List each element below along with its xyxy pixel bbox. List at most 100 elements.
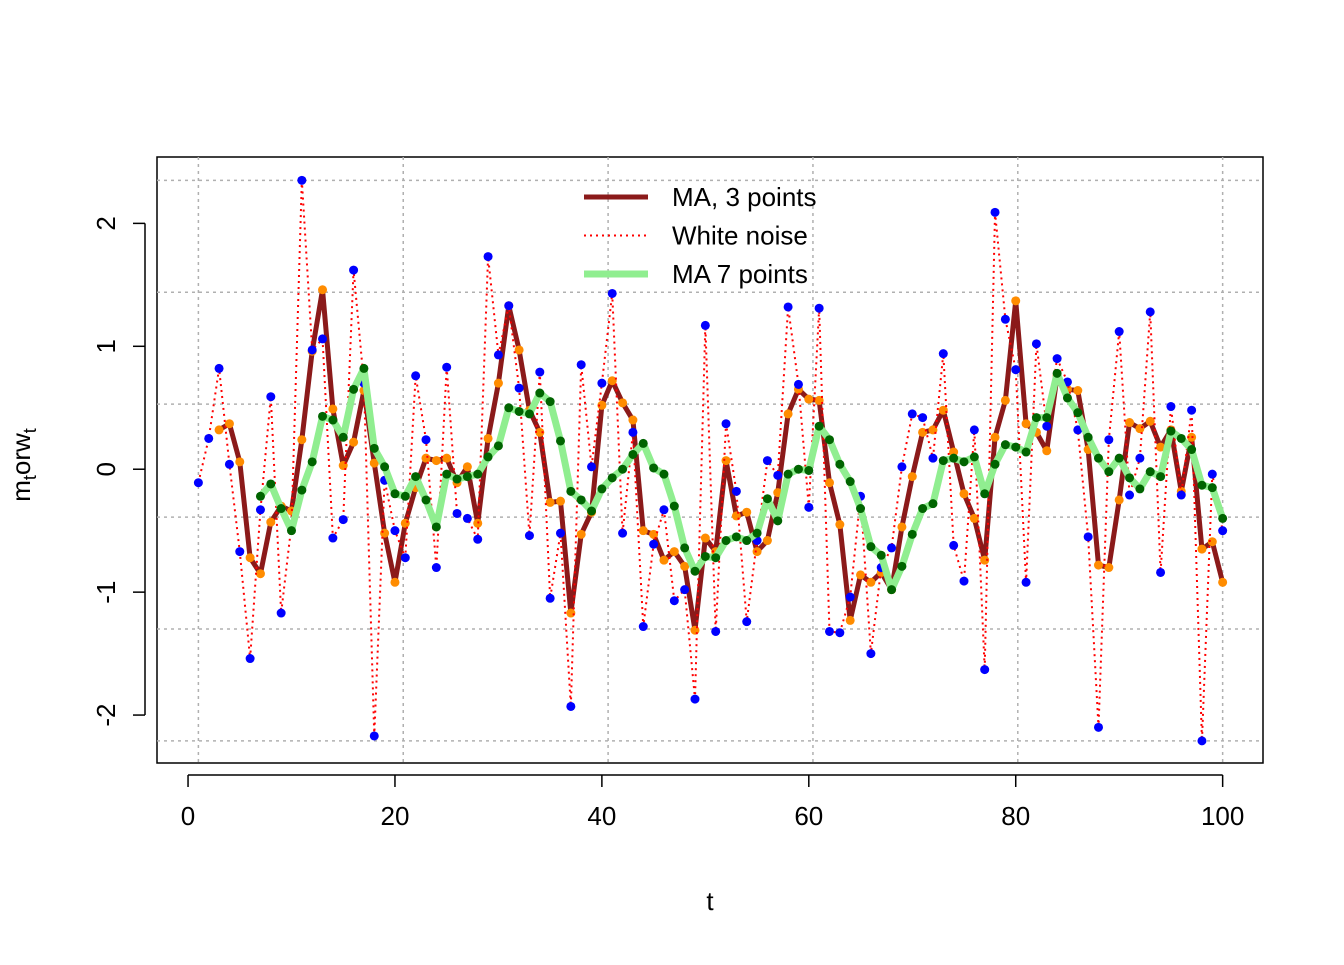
data-point	[545, 497, 555, 507]
data-point	[359, 363, 369, 373]
data-point	[535, 367, 545, 377]
data-point	[307, 457, 317, 467]
data-point	[887, 543, 897, 553]
data-point	[1093, 453, 1103, 463]
data-point	[462, 472, 472, 482]
data-point	[555, 496, 565, 506]
data-point	[1176, 433, 1186, 443]
data-point	[897, 561, 907, 571]
y-tick-label: 2	[91, 216, 121, 230]
data-point	[245, 553, 255, 563]
data-point	[276, 608, 286, 618]
data-point	[390, 526, 400, 536]
data-point	[493, 378, 503, 388]
data-point	[473, 534, 483, 544]
data-point	[742, 536, 752, 546]
data-point	[483, 452, 493, 462]
data-point	[607, 376, 617, 386]
x-tick-label: 60	[794, 801, 823, 831]
series-line	[217, 287, 1226, 633]
data-point	[349, 384, 359, 394]
data-point	[814, 303, 824, 313]
data-point	[224, 419, 234, 429]
data-point	[700, 320, 710, 330]
data-point	[1187, 445, 1197, 455]
data-point	[421, 435, 431, 445]
data-point	[421, 453, 431, 463]
data-point	[856, 504, 866, 514]
data-point	[193, 478, 203, 488]
data-point	[286, 526, 296, 536]
data-point	[1011, 365, 1021, 375]
data-point	[628, 415, 638, 425]
data-point	[752, 528, 762, 538]
y-label-part: m	[6, 480, 36, 502]
data-point	[1073, 408, 1083, 418]
data-point	[380, 528, 390, 538]
data-point	[938, 456, 948, 466]
data-point	[535, 388, 545, 398]
data-point	[524, 409, 534, 419]
data-point	[742, 617, 752, 627]
data-point	[1104, 467, 1114, 477]
data-point	[1073, 386, 1083, 396]
data-point	[866, 542, 876, 552]
data-point	[255, 491, 265, 501]
data-point	[680, 561, 690, 571]
data-point	[1052, 354, 1062, 364]
data-point	[1218, 577, 1228, 587]
data-point	[1125, 473, 1135, 483]
data-point	[349, 437, 359, 447]
data-point	[1166, 426, 1176, 436]
data-point	[659, 505, 669, 515]
data-point	[628, 427, 638, 437]
data-point	[731, 486, 741, 496]
data-point	[297, 485, 307, 495]
data-point	[814, 421, 824, 431]
data-point	[566, 701, 576, 711]
data-point	[1000, 395, 1010, 405]
data-point	[918, 427, 928, 437]
data-point	[1145, 307, 1155, 317]
data-point	[762, 536, 772, 546]
data-point	[949, 453, 959, 463]
data-point	[887, 585, 897, 595]
y-tick-label: 1	[91, 339, 121, 353]
data-point	[1062, 393, 1072, 403]
series-line	[197, 179, 1224, 742]
data-point	[1073, 425, 1083, 435]
data-point	[845, 615, 855, 625]
data-point	[969, 513, 979, 523]
data-point	[669, 596, 679, 606]
data-point	[255, 505, 265, 515]
data-point	[1093, 560, 1103, 570]
data-point	[1011, 442, 1021, 452]
plot-marks	[193, 175, 1228, 746]
data-point	[866, 577, 876, 587]
y-tick-label: -2	[91, 703, 121, 726]
data-point	[369, 443, 379, 453]
y-tick-label: 0	[91, 462, 121, 476]
y-tick-label: -1	[91, 581, 121, 604]
axes: 0 20 40 60 80 100 -2 -1 0 1 2	[91, 216, 1244, 831]
data-point	[255, 569, 265, 579]
data-point	[266, 479, 276, 489]
data-point	[266, 517, 276, 527]
data-point	[607, 288, 617, 298]
data-point	[214, 425, 224, 435]
data-point	[483, 433, 493, 443]
data-point	[1125, 490, 1135, 500]
data-point	[1114, 453, 1124, 463]
data-point	[421, 495, 431, 505]
data-point	[597, 400, 607, 410]
data-point	[483, 252, 493, 262]
data-point	[411, 472, 421, 482]
data-point	[380, 462, 390, 472]
x-tick-label: 20	[380, 801, 409, 831]
series-line	[257, 364, 1226, 594]
data-point	[959, 489, 969, 499]
data-point	[400, 491, 410, 501]
data-point	[1187, 405, 1197, 415]
data-point	[804, 465, 814, 475]
